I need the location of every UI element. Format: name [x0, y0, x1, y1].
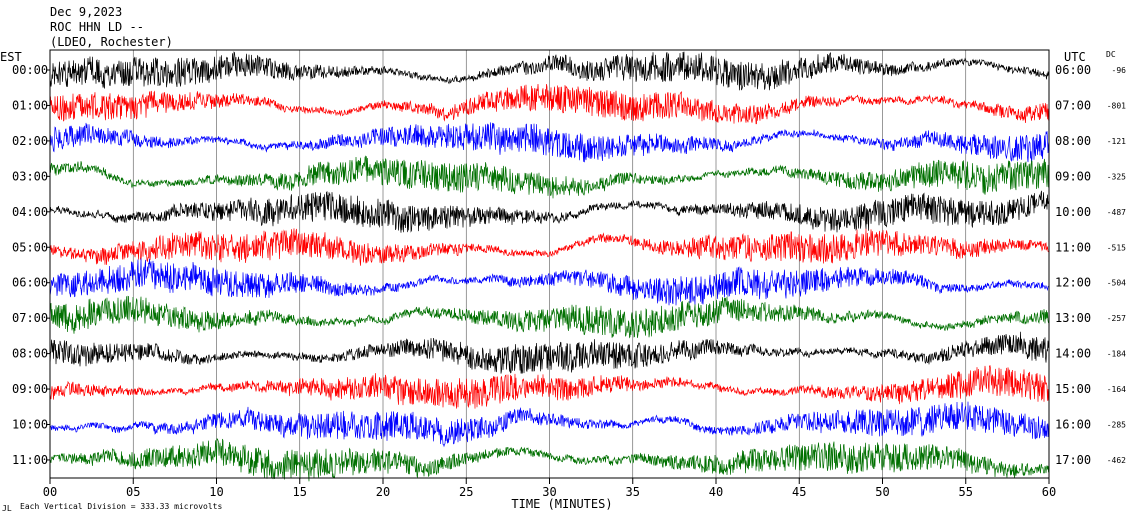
trace-line: [49, 401, 1050, 448]
dc-offset-value: -164: [1107, 385, 1126, 394]
local-time-label: 11:00: [12, 453, 48, 467]
trace-line: [49, 155, 1050, 199]
network-name: (LDEO, Rochester): [50, 35, 173, 49]
utc-time-label: 06:00: [1055, 63, 1091, 77]
local-time-label: 00:00: [12, 63, 48, 77]
scale-note: Each Vertical Division = 333.33 microvol…: [20, 502, 222, 511]
trace-line: [49, 228, 1050, 266]
dc-offset-value: -96: [1112, 66, 1127, 75]
x-tick-label: 05: [126, 485, 140, 499]
trace-line: [49, 122, 1050, 163]
local-time-label: 10:00: [12, 418, 48, 432]
dc-offset-value: -801: [1107, 101, 1126, 110]
utc-time-label: 09:00: [1055, 169, 1091, 183]
trace-line: [49, 438, 1050, 482]
trace-line: [49, 364, 1050, 409]
utc-time-label: 11:00: [1055, 240, 1091, 254]
x-tick-label: 25: [459, 485, 473, 499]
dc-offset-value: -257: [1107, 314, 1126, 323]
dc-offset-value: -462: [1107, 456, 1126, 465]
utc-time-label: 08:00: [1055, 134, 1091, 148]
dc-offset-value: -121: [1107, 137, 1126, 146]
trace-line: [49, 83, 1050, 125]
station-code: ROC HHN LD --: [50, 20, 144, 34]
right-axis-title: UTC: [1064, 50, 1086, 64]
x-tick-label: 10: [209, 485, 223, 499]
x-tick-label: 45: [792, 485, 806, 499]
local-time-label: 07:00: [12, 311, 48, 325]
dc-offset-value: -184: [1107, 350, 1126, 359]
utc-time-label: 07:00: [1055, 98, 1091, 112]
row-labels: 00:00 06:00 -96 01:00 07:00 -801 02:00 08:00 -12…: [12, 63, 1126, 467]
dc-offset-value: -285: [1107, 421, 1126, 430]
local-time-label: 02:00: [12, 134, 48, 148]
chart-date-title: Dec 9,2023: [50, 5, 122, 19]
utc-time-label: 12:00: [1055, 276, 1091, 290]
dc-offset-value: -504: [1107, 279, 1126, 288]
x-tick-label: 20: [376, 485, 390, 499]
local-time-label: 03:00: [12, 169, 48, 183]
utc-time-label: 17:00: [1055, 453, 1091, 467]
trace-line: [49, 258, 1050, 306]
trace-line: [49, 331, 1050, 374]
x-tick-label: 60: [1042, 485, 1056, 499]
x-tick-label: 15: [293, 485, 307, 499]
x-tick-label: 35: [626, 485, 640, 499]
seismic-traces: [49, 51, 1050, 482]
x-tick-label: 30: [542, 485, 556, 499]
dc-offset-value: -487: [1107, 208, 1126, 217]
utc-time-label: 10:00: [1055, 205, 1091, 219]
utc-time-label: 14:00: [1055, 347, 1091, 361]
local-time-label: 06:00: [12, 276, 48, 290]
local-time-label: 05:00: [12, 240, 48, 254]
left-axis-title: EST: [0, 50, 22, 64]
dc-offset-value: -515: [1107, 243, 1126, 252]
x-tick-label: 55: [959, 485, 973, 499]
trace-line: [49, 295, 1050, 339]
trace-line: [49, 190, 1050, 233]
dc-offset-title: DC: [1106, 50, 1116, 59]
dc-offset-value: -325: [1107, 172, 1126, 181]
local-time-label: 09:00: [12, 382, 48, 396]
logo-mark: JL: [2, 504, 12, 513]
local-time-label: 08:00: [12, 347, 48, 361]
x-tick-label: 40: [709, 485, 723, 499]
x-tick-label: 50: [875, 485, 889, 499]
trace-line: [49, 51, 1050, 91]
local-time-label: 01:00: [12, 98, 48, 112]
x-axis-title: TIME (MINUTES): [511, 497, 612, 511]
local-time-label: 04:00: [12, 205, 48, 219]
utc-time-label: 13:00: [1055, 311, 1091, 325]
x-axis-ticks: 00 05 10 15 20 25 30 35 40 45 50 55 60: [43, 478, 1056, 499]
x-tick-label: 00: [43, 485, 57, 499]
utc-time-label: 15:00: [1055, 382, 1091, 396]
utc-time-label: 16:00: [1055, 418, 1091, 432]
